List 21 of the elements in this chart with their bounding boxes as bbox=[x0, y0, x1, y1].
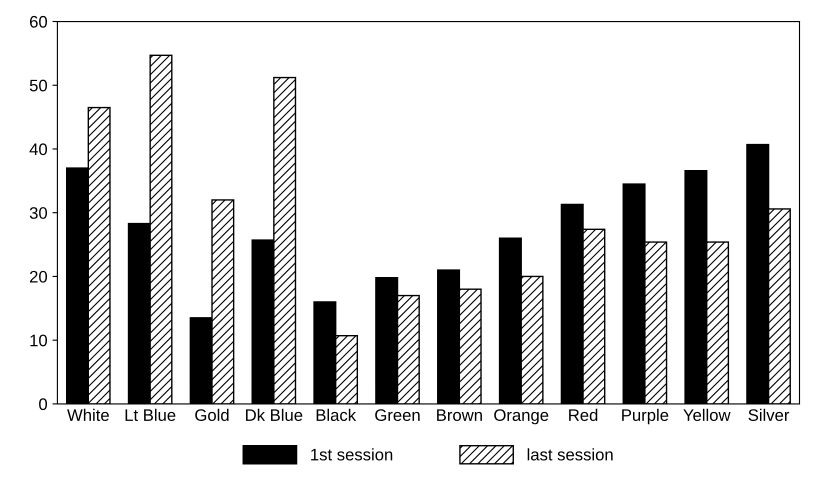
x-tick-label: Black bbox=[316, 408, 356, 422]
x-tick-label: Silver bbox=[748, 408, 790, 422]
x-tick-label: Red bbox=[569, 408, 598, 422]
y-tick-label: 20 bbox=[30, 270, 48, 283]
x-tick-label: Lt Blue bbox=[126, 408, 176, 422]
legend-label: 1st session bbox=[311, 448, 392, 461]
x-tick-label: Purple bbox=[622, 408, 668, 424]
legend-label: last session bbox=[528, 448, 613, 461]
x-tick-label: Dk Blue bbox=[246, 408, 302, 422]
y-tick-label: 10 bbox=[30, 334, 48, 346]
y-tick-label: 30 bbox=[30, 207, 48, 219]
x-tick-label: Gold bbox=[195, 408, 229, 422]
y-tick-label: 0 bbox=[39, 398, 48, 410]
y-tick-label: 60 bbox=[30, 16, 48, 28]
y-tick-label: 40 bbox=[30, 143, 48, 156]
x-tick-label: Orange bbox=[494, 409, 548, 424]
x-tick-label: Green bbox=[375, 409, 420, 422]
y-tick-label: 50 bbox=[30, 80, 48, 92]
x-tick-label: Brown bbox=[437, 409, 482, 422]
x-tick-label: White bbox=[67, 408, 109, 422]
x-tick-label: Yellow bbox=[683, 408, 731, 422]
